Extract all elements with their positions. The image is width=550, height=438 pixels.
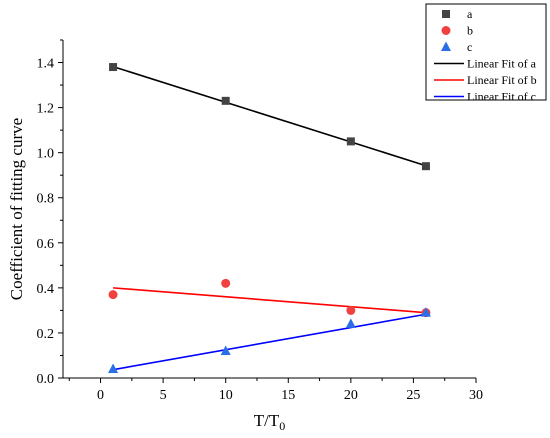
legend-label-fit-a: Linear Fit of a — [467, 57, 537, 71]
point-a — [109, 63, 118, 72]
legend-label-fit-c: Linear Fit of c — [467, 90, 536, 104]
point-a — [421, 162, 430, 171]
legend-marker-b — [441, 26, 451, 35]
y-tick-label: 1.0 — [37, 147, 55, 162]
y-tick-label: 0.8 — [37, 192, 55, 207]
x-tick-label: 5 — [160, 388, 167, 403]
x-tick-label: 30 — [469, 388, 483, 403]
x-tick-label: 0 — [97, 388, 104, 403]
legend-label-c: c — [467, 40, 472, 54]
point-c — [108, 363, 119, 373]
point-c — [220, 345, 231, 355]
point-c — [420, 307, 431, 317]
x-tick-label: 10 — [219, 388, 233, 403]
fit-line-a — [112, 65, 427, 167]
legend-marker-a — [442, 10, 450, 18]
legend-marker-c — [441, 41, 451, 51]
point-b — [108, 290, 118, 300]
point-c — [345, 318, 356, 328]
x-tick-label: 15 — [281, 388, 295, 403]
point-a — [221, 96, 230, 105]
legend-label-a: a — [467, 7, 473, 21]
y-tick-label: 0.0 — [37, 372, 55, 387]
point-b — [221, 278, 231, 288]
y-tick-label: 1.2 — [37, 102, 55, 117]
x-tick-label: 20 — [344, 388, 358, 403]
y-tick-label: 0.2 — [37, 327, 55, 342]
legend-box — [425, 3, 547, 101]
fit-line-c — [112, 313, 427, 371]
legend-label-fit-b: Linear Fit of b — [467, 73, 537, 87]
fit-line-b — [112, 287, 427, 314]
x-axis-label: T/T0 — [254, 411, 286, 433]
y-tick-label: 0.4 — [37, 282, 55, 297]
y-tick-label: 1.4 — [37, 57, 55, 72]
legend-label-b: b — [467, 24, 473, 38]
point-a — [346, 137, 355, 146]
point-b — [346, 305, 356, 315]
x-tick-label: 25 — [406, 388, 420, 403]
y-axis-label: Coefficient of fitting curve — [7, 118, 26, 300]
y-tick-label: 0.6 — [37, 237, 55, 252]
